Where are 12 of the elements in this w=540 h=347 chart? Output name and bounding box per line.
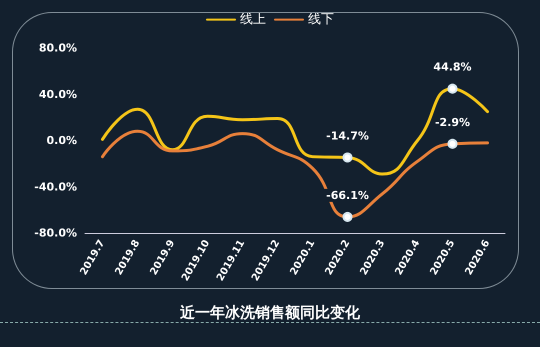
- legend-label: 线上: [240, 12, 266, 28]
- text: 近一年冰洗销售额同比变化: [179, 304, 361, 322]
- y-tick-label: -40.0%: [34, 180, 77, 194]
- data-label: -2.9%: [434, 116, 470, 129]
- y-tick-label: 80.0%: [38, 42, 77, 54]
- legend-label: 线下: [308, 12, 334, 28]
- y-tick-label: -80.0%: [34, 226, 77, 240]
- data-label: 44.8%: [433, 60, 472, 74]
- data-label: -66.1%: [326, 188, 369, 202]
- y-tick-label: 0.0%: [46, 134, 77, 147]
- y-tick-label: 40.0%: [38, 88, 77, 101]
- data-label: -14.7%: [326, 129, 369, 142]
